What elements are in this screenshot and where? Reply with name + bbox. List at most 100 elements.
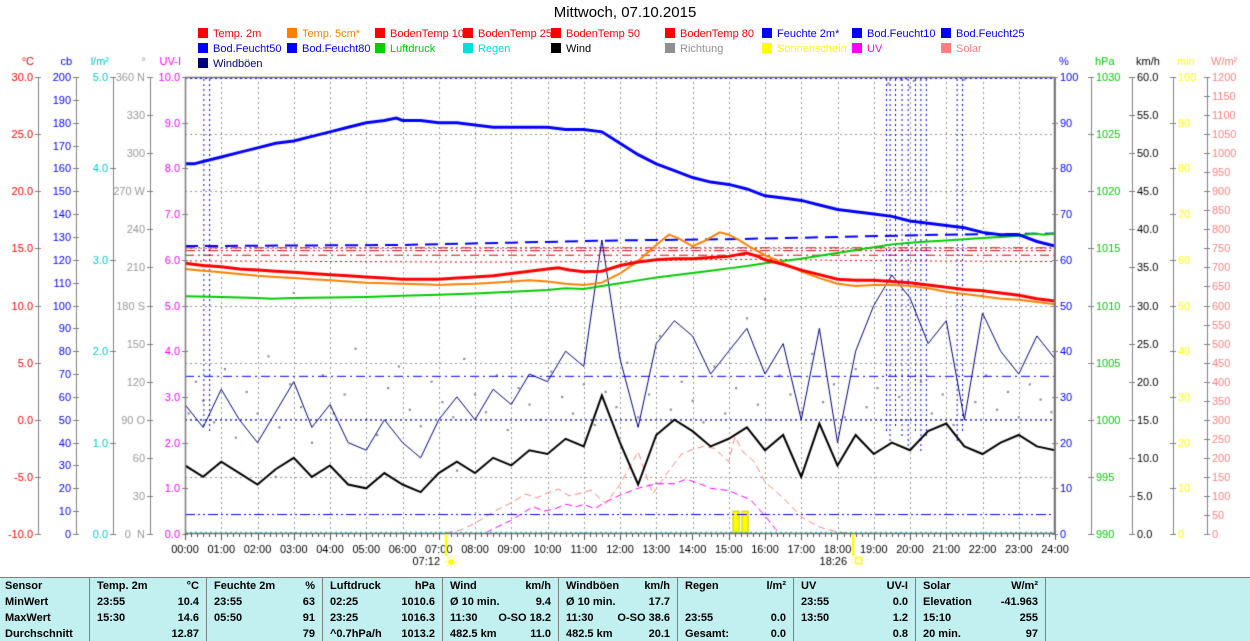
legend-label: Windböen bbox=[213, 58, 263, 70]
stats-value-label: Gesamt: bbox=[685, 628, 730, 640]
stats-value: 79 bbox=[302, 628, 315, 640]
legend-swatch-regen bbox=[463, 43, 473, 53]
stats-value: 0.0 bbox=[770, 612, 786, 624]
legend-swatch-bodentemp-50 bbox=[551, 28, 561, 38]
stats-value: 0.8 bbox=[892, 628, 908, 640]
stats-col-regen: Regen l/m² 23:55 0.0 Gesamt: 0.0 bbox=[677, 578, 793, 641]
stats-value-label: Ø 10 min. bbox=[450, 596, 500, 608]
stats-unit: W/m² bbox=[1011, 580, 1038, 592]
stats-header: Luftdruck bbox=[330, 580, 381, 592]
legend-item-wind[interactable]: Wind bbox=[551, 43, 591, 55]
legend-item-feuchte-2m[interactable]: Feuchte 2m* bbox=[762, 28, 839, 40]
stats-value: 20.1 bbox=[648, 628, 670, 640]
legend-swatch-bodentemp-25 bbox=[463, 28, 473, 38]
stats-value-label: 20 min. bbox=[923, 628, 961, 640]
legend-swatch-bod-feucht25 bbox=[941, 28, 951, 38]
stats-col-temp-2m: Temp. 2m °C 23:55 10.4 15:30 14.6 12.87 bbox=[89, 578, 206, 641]
legend-item-sonnenschein[interactable]: Sonnenschein bbox=[762, 43, 847, 55]
legend-swatch-temp-2m bbox=[198, 28, 208, 38]
stats-value: 0.0 bbox=[892, 596, 908, 608]
legend-label: Temp. 5cm* bbox=[302, 28, 361, 40]
stats-end-separator bbox=[1045, 578, 1046, 641]
legend-item-bod-feucht10[interactable]: Bod.Feucht10 bbox=[852, 28, 936, 40]
stats-value: -41.963 bbox=[1000, 596, 1038, 608]
legend-swatch-luftdruck bbox=[375, 43, 385, 53]
stats-row-label-maxwert: MaxWert bbox=[5, 612, 51, 624]
legend-item-bodentemp-10[interactable]: BodenTemp 10 bbox=[375, 28, 464, 40]
legend-label: BodenTemp 50 bbox=[566, 28, 640, 40]
stats-value-label: Elevation bbox=[923, 596, 972, 608]
stats-value: 0.0 bbox=[770, 628, 786, 640]
stats-col-luftdruck: Luftdruck hPa 02:25 1010.6 23:25 1016.3 ^0.7hP… bbox=[322, 578, 442, 641]
stats-value-label: 15:30 bbox=[97, 612, 126, 624]
legend-item-temp-5cm[interactable]: Temp. 5cm* bbox=[287, 28, 360, 40]
stats-header: Wind bbox=[450, 580, 477, 592]
legend-label: Feuchte 2m* bbox=[777, 28, 840, 40]
legend-swatch-bodentemp-80 bbox=[665, 28, 675, 38]
legend-item-regen[interactable]: Regen bbox=[463, 43, 510, 55]
stats-value-label: 482.5 km bbox=[566, 628, 613, 640]
legend-item-richtung[interactable]: Richtung bbox=[665, 43, 723, 55]
stats-unit: UV-I bbox=[886, 580, 908, 592]
legend-swatch-feuchte-2m bbox=[762, 28, 772, 38]
stats-value-label: 02:25 bbox=[330, 596, 359, 608]
legend-label: BodenTemp 25 bbox=[478, 28, 552, 40]
legend-item-bodentemp-80[interactable]: BodenTemp 80 bbox=[665, 28, 754, 40]
legend-swatch-sonnenschein bbox=[762, 43, 772, 53]
stats-value: O-SO 38.6 bbox=[617, 612, 670, 624]
legend-item-bodentemp-25[interactable]: BodenTemp 25 bbox=[463, 28, 552, 40]
stats-value: 1010.6 bbox=[401, 596, 435, 608]
stats-col-windb-en: Windböen km/h Ø 10 min. 17.7 11:30 O-SO 38.6 4… bbox=[558, 578, 677, 641]
stats-header: Temp. 2m bbox=[97, 580, 148, 592]
stats-value: 11.0 bbox=[530, 628, 551, 640]
stats-header: UV bbox=[801, 580, 817, 592]
stats-value: 10.4 bbox=[177, 596, 199, 608]
stats-unit: l/m² bbox=[766, 580, 786, 592]
stats-value-label: 05:50 bbox=[214, 612, 243, 624]
legend-item-windb-en[interactable]: Windböen bbox=[198, 58, 263, 70]
weather-chart-canvas bbox=[0, 0, 1250, 577]
stats-unit: hPa bbox=[414, 580, 435, 592]
stats-value: 17.7 bbox=[648, 596, 670, 608]
legend-item-bod-feucht80[interactable]: Bod.Feucht80 bbox=[287, 43, 371, 55]
stats-value-label: 482.5 km bbox=[450, 628, 497, 640]
stats-value-label: 13:50 bbox=[801, 612, 830, 624]
stats-col-solar: Solar W/m² Elevation -41.963 15:10 255 20 min.… bbox=[915, 578, 1045, 641]
legend-item-bodentemp-50[interactable]: BodenTemp 50 bbox=[551, 28, 640, 40]
legend-swatch-bodentemp-10 bbox=[375, 28, 385, 38]
legend-item-bod-feucht50[interactable]: Bod.Feucht50 bbox=[198, 43, 282, 55]
stats-col-wind: Wind km/h Ø 10 min. 9.4 11:30 O-SO 18.2 482.5 … bbox=[442, 578, 558, 641]
stats-value: 9.4 bbox=[535, 596, 551, 608]
legend-label: Sonnenschein bbox=[777, 43, 847, 55]
legend-label: Solar bbox=[956, 43, 982, 55]
stats-value-label: 23:25 bbox=[330, 612, 359, 624]
stats-value: 1.2 bbox=[892, 612, 908, 624]
stats-row-label-sensor: Sensor bbox=[5, 580, 43, 592]
legend-swatch-temp-5cm bbox=[287, 28, 297, 38]
chart-title: Mittwoch, 07.10.2015 bbox=[553, 4, 697, 21]
legend-label: Luftdruck bbox=[390, 43, 436, 55]
stats-value: 14.6 bbox=[177, 612, 199, 624]
stats-value-label: 15:10 bbox=[923, 612, 952, 624]
stats-header: Solar bbox=[923, 580, 951, 592]
legend-item-temp-2m[interactable]: Temp. 2m bbox=[198, 28, 261, 40]
stats-row-label-durchschnitt: Durchschnitt bbox=[5, 628, 73, 640]
stats-value-label: Ø 10 min. bbox=[566, 596, 616, 608]
legend-label: BodenTemp 80 bbox=[680, 28, 754, 40]
stats-table: Sensor MinWert MaxWert Durchschnitt Temp. 2m… bbox=[0, 577, 1250, 641]
legend-item-luftdruck[interactable]: Luftdruck bbox=[375, 43, 435, 55]
stats-unit: km/h bbox=[525, 580, 551, 592]
legend-label: Bod.Feucht25 bbox=[956, 28, 1025, 40]
legend-swatch-solar bbox=[941, 43, 951, 53]
stats-unit: °C bbox=[186, 580, 199, 592]
legend-swatch-bod-feucht80 bbox=[287, 43, 297, 53]
legend-item-solar[interactable]: Solar bbox=[941, 43, 982, 55]
legend-item-uv[interactable]: UV bbox=[852, 43, 882, 55]
legend-item-bod-feucht25[interactable]: Bod.Feucht25 bbox=[941, 28, 1025, 40]
legend-label: Bod.Feucht50 bbox=[213, 43, 282, 55]
legend-label: UV bbox=[867, 43, 883, 55]
stats-value: 91 bbox=[302, 612, 315, 624]
stats-col-uv: UV UV-I 23:55 0.0 13:50 1.2 0.8 bbox=[793, 578, 915, 641]
legend-label: Bod.Feucht80 bbox=[302, 43, 371, 55]
